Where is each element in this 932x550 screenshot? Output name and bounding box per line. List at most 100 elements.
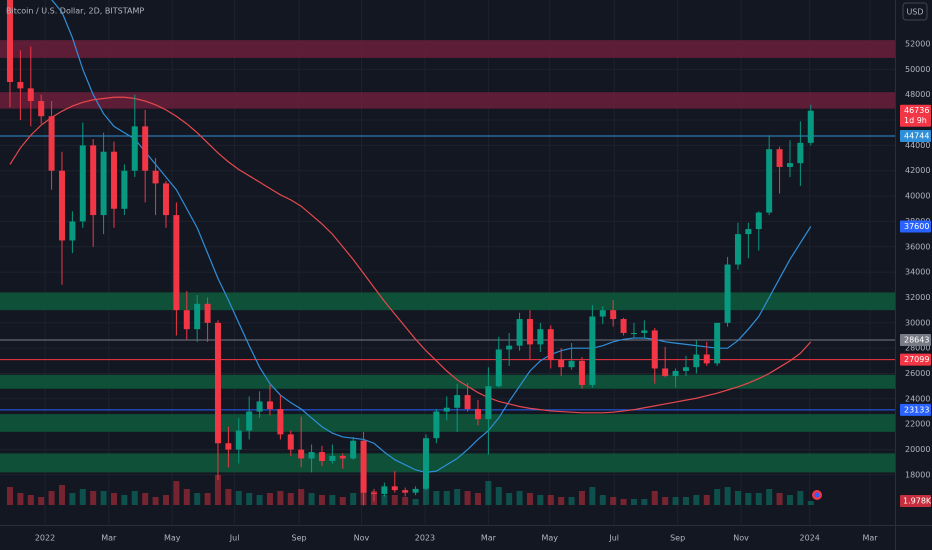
volume-bar	[807, 501, 814, 505]
candle-body	[173, 215, 180, 311]
volume-bar	[630, 499, 637, 505]
y-tick-label: 48000	[905, 90, 930, 99]
candle-body	[58, 170, 65, 241]
volume-bar	[17, 493, 24, 505]
volume-bar	[131, 491, 138, 505]
x-tick-label: Jul	[229, 534, 240, 543]
zone	[0, 92, 895, 109]
volume-bar	[391, 495, 398, 505]
candle-body	[620, 319, 627, 333]
currency-label[interactable]: USD	[906, 8, 923, 17]
candle-body	[599, 310, 606, 317]
volume-bar	[339, 497, 346, 505]
volume-bar	[568, 497, 575, 505]
candle-body	[246, 411, 253, 431]
candle-body	[6, 0, 13, 83]
volume-bar	[142, 493, 149, 505]
candle-body	[734, 234, 741, 265]
volume-bar	[672, 497, 679, 505]
volume-bar	[766, 489, 773, 505]
candle-body	[90, 145, 97, 216]
candle-body	[256, 401, 263, 412]
price-label: 27099	[904, 355, 929, 364]
candle-body	[693, 354, 700, 368]
candle-body	[464, 395, 471, 410]
y-tick-label: 22000	[905, 420, 930, 429]
volume-bar	[381, 495, 388, 505]
price-label: 46736	[904, 106, 929, 115]
volume-bar	[485, 481, 492, 505]
countdown: 1d 9h	[904, 116, 927, 125]
volume-bar	[526, 493, 533, 505]
x-tick-label: Nov	[733, 534, 749, 543]
volume-bar	[204, 493, 211, 505]
moving-averages	[9, 0, 812, 474]
candle-body	[17, 82, 24, 89]
volume-bar	[464, 491, 471, 505]
candle-body	[786, 163, 793, 167]
volume-bar	[610, 497, 617, 505]
moving-average	[51, 0, 812, 474]
candle-body	[745, 229, 752, 235]
volume-bar	[682, 497, 689, 505]
price-label: 37600	[904, 222, 929, 231]
volume-bar	[287, 493, 294, 505]
candle-body	[589, 316, 596, 385]
volume-bar	[662, 497, 669, 505]
candle-body	[506, 345, 513, 350]
candle-body	[454, 395, 461, 408]
candle-body	[183, 310, 190, 330]
currency-button[interactable]	[902, 2, 928, 21]
x-tick-label: May	[541, 534, 558, 543]
price-label: 44744	[904, 131, 929, 140]
y-tick-label: 28000	[905, 344, 930, 353]
candle-body	[121, 170, 128, 209]
candle-body	[443, 407, 450, 412]
volume-bar	[641, 499, 648, 505]
volume-bar	[38, 497, 45, 505]
volume-label: 1.978K	[903, 497, 932, 506]
candle-body	[433, 411, 440, 439]
volume-bar	[422, 489, 429, 505]
volume-bar	[724, 487, 731, 505]
volume-bar	[100, 491, 107, 505]
y-tick-label: 18000	[905, 470, 930, 479]
candle-body	[526, 319, 533, 345]
y-tick-label: 42000	[905, 166, 930, 175]
volume-bar	[454, 489, 461, 505]
volume-bar	[277, 491, 284, 505]
volume-label-box	[900, 495, 931, 508]
candle-body	[672, 370, 679, 377]
moving-average	[9, 96, 812, 414]
candle-body	[807, 110, 814, 143]
candle-body	[370, 492, 377, 494]
candle-body	[360, 440, 367, 493]
x-tick-label: Sep	[670, 534, 685, 543]
y-tick-label: 36000	[905, 242, 930, 251]
volume-bar	[318, 495, 325, 505]
candle-body	[516, 319, 523, 346]
x-tick-label: Mar	[101, 534, 117, 543]
volume-bar	[703, 495, 710, 505]
volume-bar	[443, 491, 450, 505]
y-tick-label: 34000	[905, 268, 930, 277]
candle-body	[339, 455, 346, 459]
candle-body	[776, 149, 783, 167]
candle-body	[402, 490, 409, 493]
candle-body	[131, 126, 138, 171]
x-tick-label: May	[164, 534, 181, 543]
volume-bar	[537, 495, 544, 505]
y-tick-label: 30000	[905, 318, 930, 327]
volume-bar	[412, 499, 419, 505]
volume-bar	[48, 491, 55, 505]
candle-body	[610, 310, 617, 320]
candle-body	[214, 322, 221, 444]
volume-bar	[27, 495, 34, 505]
x-tick-label: Sep	[292, 534, 307, 543]
volume-bar	[225, 489, 232, 505]
candles	[6, 0, 814, 506]
volume-bar	[578, 491, 585, 505]
volume-bar	[6, 487, 13, 505]
volume-bar	[79, 489, 86, 505]
